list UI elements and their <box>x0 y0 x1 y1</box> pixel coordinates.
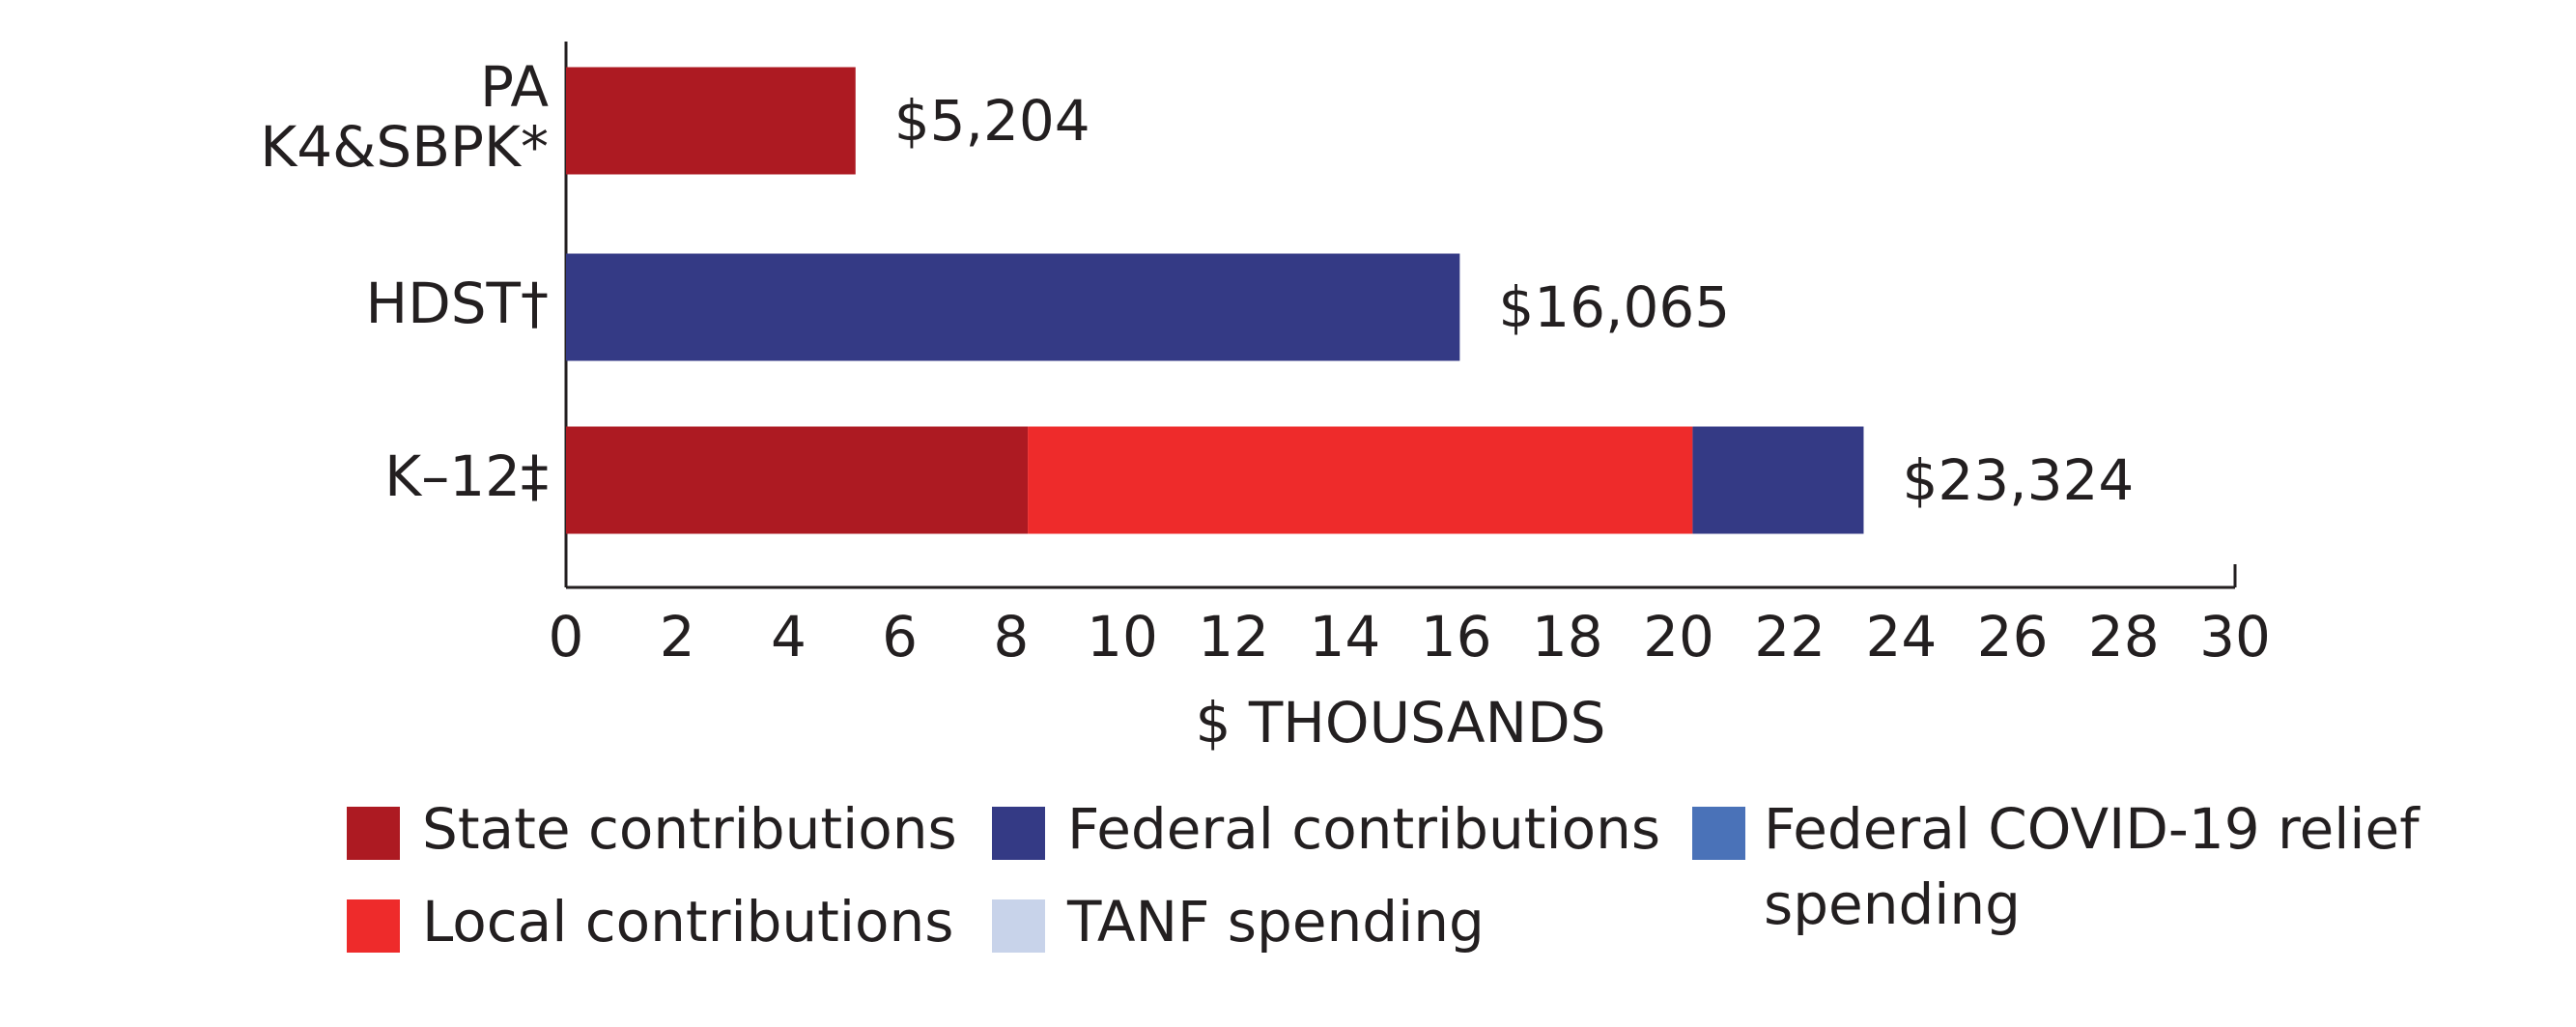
x-tick-label: 6 <box>882 604 918 670</box>
x-tick-label: 4 <box>771 604 807 670</box>
legend-label: TANF spending <box>1066 889 1485 955</box>
x-tick-label: 0 <box>549 604 584 670</box>
total-label: $5,204 <box>894 88 1090 154</box>
x-tick-label: 10 <box>1087 604 1158 670</box>
bar-segment <box>1028 426 1693 534</box>
x-tick-label: 20 <box>1643 604 1714 670</box>
legend-label: State contributions <box>422 796 957 862</box>
bar-segment <box>566 426 1029 534</box>
y-tick-label: K–12‡ <box>384 443 549 509</box>
legend-swatch <box>992 807 1045 860</box>
legend-label: Local contributions <box>422 889 954 955</box>
x-tick-label: 18 <box>1532 604 1603 670</box>
legend-label: Federal contributions <box>1067 796 1660 862</box>
bar-segment <box>566 253 1460 361</box>
bar-segment <box>1692 426 1864 534</box>
legend-swatch <box>992 899 1045 953</box>
x-tick-label: 12 <box>1198 604 1269 670</box>
bar-segment <box>566 67 856 175</box>
x-tick-label: 30 <box>2199 604 2271 670</box>
x-tick-label: 22 <box>1754 604 1826 670</box>
legend-label: Federal COVID-19 relief spending <box>1764 796 2420 937</box>
y-tick-label: HDST† <box>365 271 549 336</box>
x-tick-label: 24 <box>1865 604 1937 670</box>
x-tick-label: 28 <box>2088 604 2160 670</box>
legend-swatch <box>1692 807 1745 860</box>
legend-swatch <box>347 807 400 860</box>
x-tick-label: 8 <box>993 604 1029 670</box>
x-tick-label: 2 <box>660 604 695 670</box>
x-tick-label: 26 <box>1977 604 2049 670</box>
y-tick-label: PA K4&SBPK* <box>260 54 549 180</box>
total-label: $23,324 <box>1902 447 2134 513</box>
x-tick-label: 16 <box>1421 604 1492 670</box>
x-axis-label: $ THOUSANDS <box>1196 690 1606 756</box>
total-label: $16,065 <box>1498 274 1730 340</box>
legend-swatch <box>347 899 400 953</box>
x-tick-label: 14 <box>1309 604 1380 670</box>
